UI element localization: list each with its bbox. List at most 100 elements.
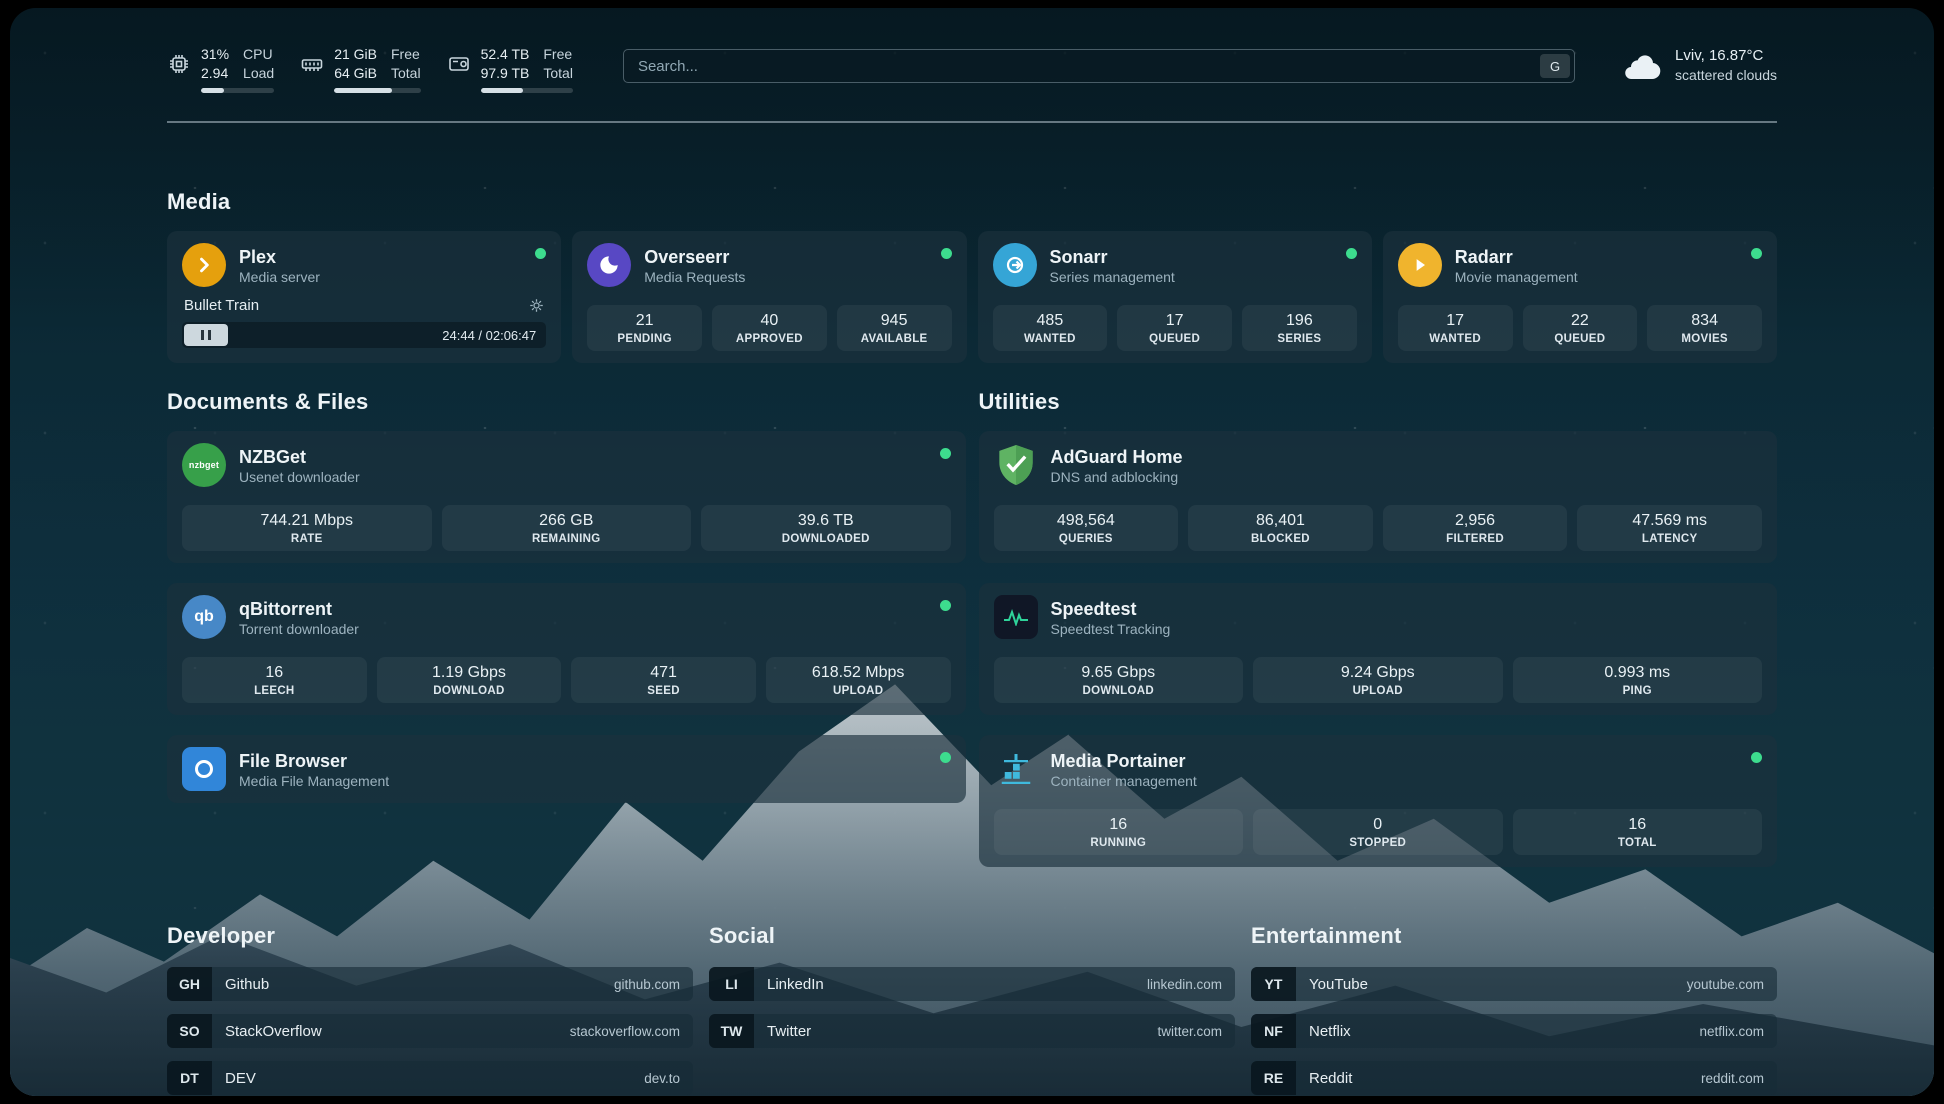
card-head: Plex Media server bbox=[182, 243, 546, 287]
section-title-social: Social bbox=[709, 923, 1235, 949]
search-provider-button[interactable]: G bbox=[1540, 54, 1570, 78]
stat-label: RUNNING bbox=[998, 837, 1240, 849]
status-dot bbox=[940, 448, 951, 459]
stat-value: 0.993 ms bbox=[1517, 663, 1759, 683]
bookmark-dev[interactable]: DT DEV dev.to bbox=[167, 1061, 693, 1095]
section-documents: Documents & Files nzbget NZBGet Usenet d… bbox=[167, 389, 966, 803]
utilities-card-stack: AdGuard Home DNS and adblocking 498,564 … bbox=[979, 431, 1778, 867]
memory-total-label: Total bbox=[391, 65, 421, 82]
service-description: Movie management bbox=[1455, 269, 1578, 285]
bookmark-abbr: RE bbox=[1251, 1061, 1296, 1095]
section-utilities: Utilities AdGu bbox=[979, 389, 1778, 867]
stat-value: 22 bbox=[1527, 311, 1634, 331]
bookmark-linkedin[interactable]: LI LinkedIn linkedin.com bbox=[709, 967, 1235, 1001]
stat-label: QUEUED bbox=[1527, 333, 1634, 345]
service-card-filebrowser[interactable]: File Browser Media File Management bbox=[167, 735, 966, 803]
service-card-speedtest[interactable]: Speedtest Speedtest Tracking 9.65 Gbps D… bbox=[979, 583, 1778, 715]
stat-label: QUEUED bbox=[1121, 333, 1228, 345]
cpu-percent: 31% bbox=[201, 46, 229, 63]
page-content: 31% 2.94 CPU Load bbox=[167, 8, 1777, 1096]
pause-button[interactable] bbox=[184, 324, 228, 346]
stats-row: 498,564 QUERIES 86,401 BLOCKED 2,956 FIL… bbox=[994, 493, 1763, 551]
service-name: Radarr bbox=[1455, 246, 1578, 268]
stat-value: 834 bbox=[1651, 311, 1758, 331]
card-head: AdGuard Home DNS and adblocking bbox=[994, 443, 1763, 487]
stat-label: MOVIES bbox=[1651, 333, 1758, 345]
bookmark-url: netflix.com bbox=[1699, 1024, 1764, 1039]
stat-label: PENDING bbox=[591, 333, 698, 345]
status-dot bbox=[1751, 248, 1762, 259]
stats-row: 17 WANTED 22 QUEUED 834 MOVIES bbox=[1398, 293, 1762, 351]
stat-label: APPROVED bbox=[716, 333, 823, 345]
disk-icon bbox=[447, 52, 471, 76]
service-card-portainer[interactable]: Media Portainer Container management 16 … bbox=[979, 735, 1778, 867]
bookmark-youtube[interactable]: YT YouTube youtube.com bbox=[1251, 967, 1777, 1001]
bookmark-abbr: DT bbox=[167, 1061, 212, 1095]
plex-icon bbox=[182, 243, 226, 287]
cpu-widget: 31% 2.94 CPU Load bbox=[167, 46, 274, 93]
stat-label: BLOCKED bbox=[1192, 533, 1369, 545]
status-dot bbox=[940, 752, 951, 763]
search-input[interactable] bbox=[623, 49, 1575, 83]
stat-box: 21 PENDING bbox=[587, 305, 702, 351]
service-card-adguard[interactable]: AdGuard Home DNS and adblocking 498,564 … bbox=[979, 431, 1778, 563]
section-title-utilities: Utilities bbox=[979, 389, 1778, 415]
filebrowser-icon bbox=[182, 747, 226, 791]
gear-icon bbox=[529, 298, 544, 313]
service-description: Media File Management bbox=[239, 773, 389, 789]
top-bar: 31% 2.94 CPU Load bbox=[167, 46, 1777, 93]
weather-widget[interactable]: Lviv, 16.87°C scattered clouds bbox=[1621, 47, 1777, 83]
service-card-radarr[interactable]: Radarr Movie management 17 WANTED 22 QUE… bbox=[1383, 231, 1777, 363]
stat-value: 9.24 Gbps bbox=[1257, 663, 1499, 683]
search-bar: G bbox=[623, 49, 1575, 83]
stat-box: 834 MOVIES bbox=[1647, 305, 1762, 351]
section-title-documents: Documents & Files bbox=[167, 389, 966, 415]
service-card-nzbget[interactable]: nzbget NZBGet Usenet downloader 744.21 M… bbox=[167, 431, 966, 563]
bookmark-abbr: LI bbox=[709, 967, 754, 1001]
stat-value: 16 bbox=[1517, 815, 1759, 835]
service-card-plex[interactable]: Plex Media server Bullet Train bbox=[167, 231, 561, 363]
section-title-entertainment: Entertainment bbox=[1251, 923, 1777, 949]
memory-free-label: Free bbox=[391, 46, 421, 63]
bookmark-twitter[interactable]: TW Twitter twitter.com bbox=[709, 1014, 1235, 1048]
card-titles: Speedtest Speedtest Tracking bbox=[1051, 598, 1171, 637]
plex-now-playing-row: Bullet Train bbox=[182, 297, 546, 314]
plex-settings-button[interactable] bbox=[529, 298, 544, 313]
stat-label: UPLOAD bbox=[770, 685, 947, 697]
stat-value: 618.52 Mbps bbox=[770, 663, 947, 683]
stats-row: 16 RUNNING 0 STOPPED 16 TOTAL bbox=[994, 797, 1763, 855]
card-head: qb qBittorrent Torrent downloader bbox=[182, 595, 951, 639]
service-card-sonarr[interactable]: Sonarr Series management 485 WANTED 17 Q… bbox=[978, 231, 1372, 363]
stat-label: DOWNLOAD bbox=[998, 685, 1240, 697]
weather-location: Lviv, 16.87°C bbox=[1675, 47, 1777, 64]
two-column-area: Documents & Files nzbget NZBGet Usenet d… bbox=[167, 389, 1777, 867]
bookmark-abbr: YT bbox=[1251, 967, 1296, 1001]
stat-value: 39.6 TB bbox=[705, 511, 947, 531]
bookmark-github[interactable]: GH Github github.com bbox=[167, 967, 693, 1001]
bookmark-netflix[interactable]: NF Netflix netflix.com bbox=[1251, 1014, 1777, 1048]
service-card-qbittorrent[interactable]: qb qBittorrent Torrent downloader 16 bbox=[167, 583, 966, 715]
status-dot bbox=[1751, 752, 1762, 763]
media-card-grid: Plex Media server Bullet Train bbox=[167, 231, 1777, 363]
plex-now-playing-title: Bullet Train bbox=[184, 297, 259, 314]
service-name: Media Portainer bbox=[1051, 750, 1197, 772]
stat-label: LEECH bbox=[186, 685, 363, 697]
speedtest-icon bbox=[994, 595, 1038, 639]
bookmark-reddit[interactable]: RE Reddit reddit.com bbox=[1251, 1061, 1777, 1095]
stat-label: PING bbox=[1517, 685, 1759, 697]
stat-box: 471 SEED bbox=[571, 657, 756, 703]
service-name: Overseerr bbox=[644, 246, 745, 268]
sonarr-icon bbox=[993, 243, 1037, 287]
stat-value: 1.19 Gbps bbox=[381, 663, 558, 683]
stat-label: WANTED bbox=[1402, 333, 1509, 345]
card-head: Media Portainer Container management bbox=[994, 747, 1763, 791]
bookmark-name: YouTube bbox=[1309, 976, 1368, 993]
stat-box: 266 GB REMAINING bbox=[442, 505, 692, 551]
qbittorrent-icon-text: qb bbox=[194, 608, 214, 626]
card-head: Speedtest Speedtest Tracking bbox=[994, 595, 1763, 639]
service-card-overseerr[interactable]: Overseerr Media Requests 21 PENDING 40 A… bbox=[572, 231, 966, 363]
service-name: AdGuard Home bbox=[1051, 446, 1183, 468]
bookmark-stackoverflow[interactable]: SO StackOverflow stackoverflow.com bbox=[167, 1014, 693, 1048]
stat-value: 0 bbox=[1257, 815, 1499, 835]
stat-box: 17 QUEUED bbox=[1117, 305, 1232, 351]
